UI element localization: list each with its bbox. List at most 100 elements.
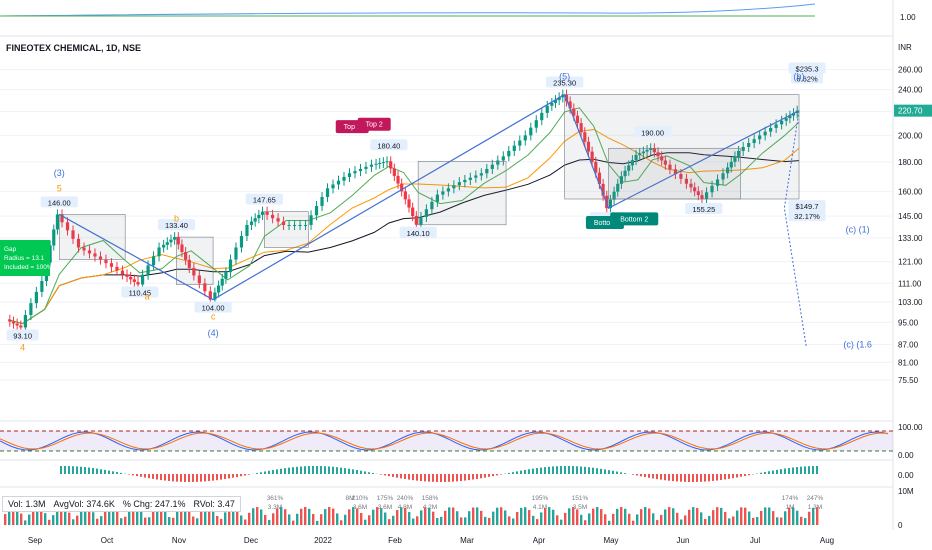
candle-body — [281, 221, 286, 225]
macd-bar — [220, 474, 222, 480]
stat-rvol: RVol: 3.47 — [193, 499, 235, 509]
macd-bar — [440, 474, 442, 482]
candle-body — [579, 123, 583, 133]
volume-bar — [108, 507, 111, 525]
volume-bar — [816, 507, 819, 525]
macd-bar — [92, 468, 94, 474]
macd-bar — [108, 470, 110, 474]
price-label-bg — [121, 286, 159, 298]
candle-body — [700, 195, 704, 199]
volume-bar — [344, 514, 347, 525]
macd-bar — [148, 474, 150, 479]
macd-bar — [532, 468, 534, 474]
macd-bar — [316, 466, 318, 474]
macd-bar — [588, 467, 590, 474]
macd-bar — [636, 474, 638, 476]
candle-body — [298, 224, 302, 226]
volume-label: 361% — [267, 495, 284, 502]
macd-bar — [696, 474, 698, 482]
price-label-bg — [685, 202, 723, 214]
macd-bar — [644, 474, 646, 478]
candle-body — [132, 279, 136, 282]
candle-body — [140, 274, 145, 285]
macd-bar — [548, 466, 550, 474]
candle-body — [630, 160, 634, 166]
volume-bar — [44, 513, 47, 525]
pattern-box — [264, 211, 309, 248]
volume-bar — [428, 507, 431, 525]
candle-body — [176, 237, 180, 245]
volume-bar — [64, 508, 67, 525]
macd-bar — [140, 474, 142, 477]
volume-bar — [268, 520, 271, 525]
macd-bar — [744, 474, 746, 476]
volume-bar — [556, 515, 559, 525]
macd-bar — [228, 474, 230, 479]
candle-body — [568, 101, 572, 109]
candle-body — [353, 171, 357, 174]
candle-body — [192, 267, 196, 276]
y-tick-label: 95.00 — [898, 318, 919, 327]
candle-body — [780, 120, 784, 125]
candle-body — [534, 120, 538, 128]
y-tick-label: 260.00 — [898, 65, 923, 74]
macd-bar — [708, 474, 710, 482]
macd-bar — [100, 469, 102, 474]
volume-bar — [656, 520, 659, 525]
candle-body — [216, 285, 221, 293]
candle-body — [684, 178, 689, 184]
candle-body — [788, 115, 792, 119]
candle-body — [468, 177, 472, 180]
macd-bar — [780, 469, 782, 474]
candle-body — [104, 259, 108, 264]
macd-bar — [196, 474, 198, 482]
volume-bar — [640, 509, 643, 525]
candle-body — [763, 131, 767, 136]
candle-body — [769, 127, 773, 132]
ma-20-line — [7, 107, 800, 325]
macd-bar — [104, 469, 106, 474]
price-label: 6.62% — [796, 75, 818, 84]
volume-bar — [632, 520, 635, 525]
gap-box-text: Radius = 13.1 — [4, 255, 45, 262]
macd-bar — [704, 474, 706, 482]
candle-body — [496, 160, 500, 165]
candle-body — [557, 97, 561, 101]
volume-bar — [112, 507, 115, 525]
volume-bar — [564, 512, 567, 525]
macd-bar — [544, 467, 546, 474]
volume-bar — [712, 510, 715, 525]
macd-bar — [320, 466, 322, 474]
volume-bar — [412, 518, 415, 525]
candle-body — [619, 176, 624, 184]
currency-label: INR — [898, 43, 912, 52]
volume-bar — [260, 509, 263, 525]
candle-body — [645, 149, 649, 152]
volume-bar — [84, 507, 87, 525]
volume-bar — [724, 511, 727, 525]
candle-body — [224, 272, 228, 279]
volume-bar — [4, 514, 7, 525]
volume-bar — [136, 507, 139, 525]
volume-bar — [804, 518, 807, 525]
candle-body — [710, 185, 714, 193]
x-tick-label: Jun — [677, 536, 690, 545]
volume-bar — [56, 509, 59, 525]
volume-bar — [128, 510, 131, 525]
macd-bar — [396, 474, 398, 478]
macd-bar — [684, 474, 686, 482]
price-label-bg — [788, 200, 826, 212]
candle-body — [381, 162, 385, 164]
macd-bar — [200, 474, 202, 482]
volume-label: 210% — [352, 495, 369, 502]
stoch-scale-top: 100.00 — [898, 423, 923, 432]
volume-bar — [216, 515, 219, 525]
macd-bar — [480, 474, 482, 479]
macd-bar — [84, 467, 86, 474]
macd-bar — [112, 471, 114, 474]
volume-bar — [140, 511, 143, 525]
last-price-text: 220.70 — [898, 107, 923, 116]
candle-body — [586, 141, 591, 152]
candle-body — [733, 156, 737, 162]
